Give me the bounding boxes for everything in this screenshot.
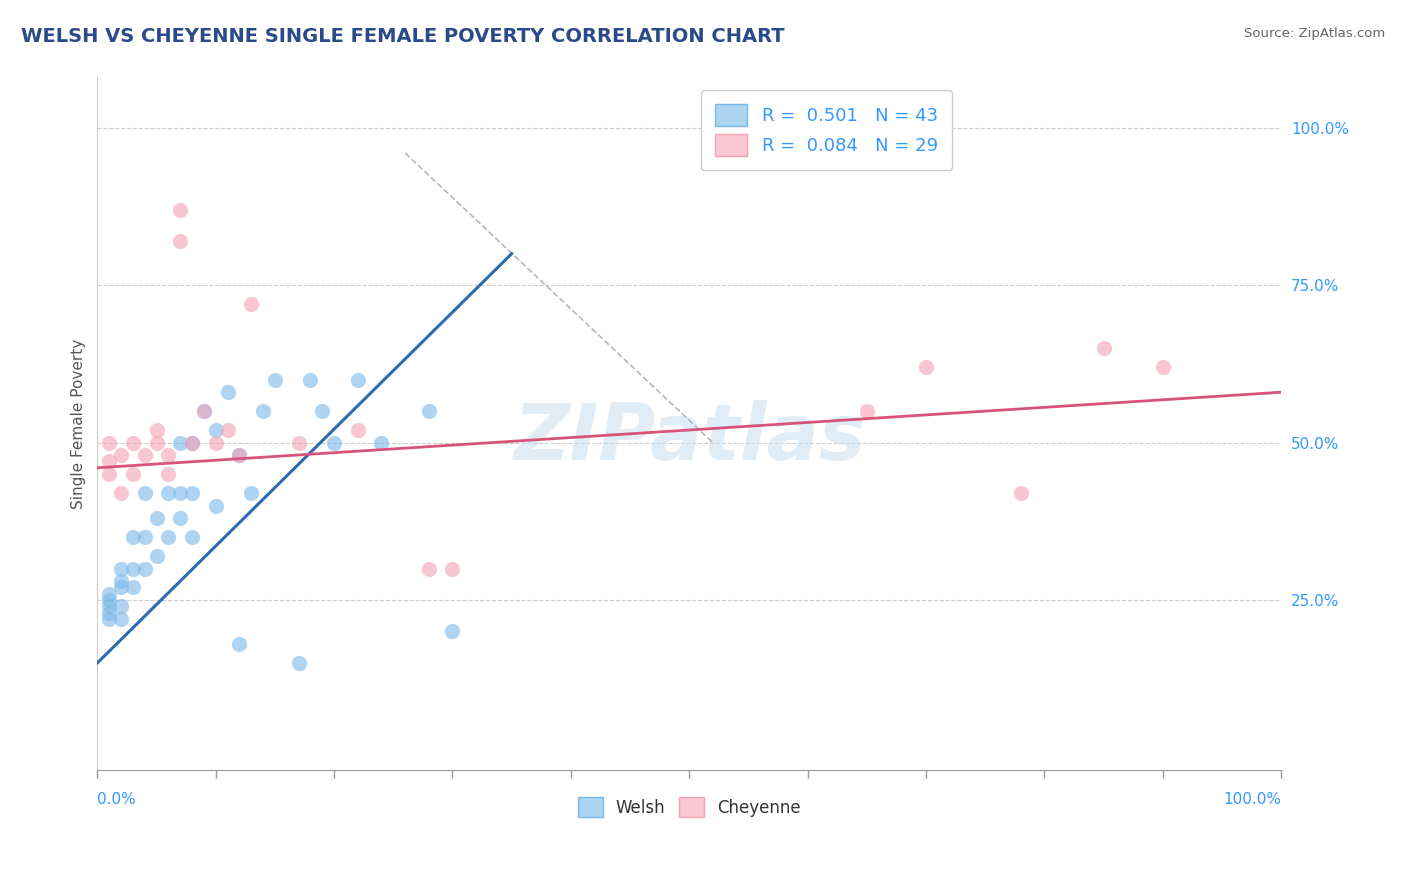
Point xyxy=(121,561,143,575)
Point xyxy=(418,404,440,418)
Point xyxy=(134,561,156,575)
Point xyxy=(1152,359,1174,374)
Legend: Welsh, Cheyenne: Welsh, Cheyenne xyxy=(571,790,807,824)
Point xyxy=(346,373,368,387)
Point xyxy=(98,467,121,481)
Point xyxy=(264,373,287,387)
Point xyxy=(157,530,180,544)
Point xyxy=(181,435,204,450)
Point xyxy=(287,435,309,450)
Text: ZIPatlas: ZIPatlas xyxy=(513,400,865,475)
Point xyxy=(169,486,191,500)
Point xyxy=(110,561,132,575)
Point xyxy=(193,404,215,418)
Text: 0.0%: 0.0% xyxy=(97,792,136,807)
Point xyxy=(1092,341,1115,355)
Point xyxy=(134,448,156,462)
Text: WELSH VS CHEYENNE SINGLE FEMALE POVERTY CORRELATION CHART: WELSH VS CHEYENNE SINGLE FEMALE POVERTY … xyxy=(21,27,785,45)
Point xyxy=(169,234,191,248)
Point xyxy=(370,435,392,450)
Point xyxy=(228,637,250,651)
Point xyxy=(193,404,215,418)
Point xyxy=(240,297,263,311)
Point xyxy=(110,486,132,500)
Point xyxy=(181,435,204,450)
Point xyxy=(98,612,121,626)
Point xyxy=(157,448,180,462)
Point xyxy=(134,486,156,500)
Point xyxy=(98,435,121,450)
Point xyxy=(110,581,132,595)
Point xyxy=(110,448,132,462)
Text: Source: ZipAtlas.com: Source: ZipAtlas.com xyxy=(1244,27,1385,40)
Point xyxy=(228,448,250,462)
Point xyxy=(323,435,346,450)
Point xyxy=(204,435,226,450)
Point xyxy=(311,404,333,418)
Point xyxy=(204,423,226,437)
Point xyxy=(299,373,322,387)
Point xyxy=(98,593,121,607)
Point xyxy=(181,486,204,500)
Point xyxy=(145,423,167,437)
Point xyxy=(915,359,938,374)
Point xyxy=(204,499,226,513)
Point xyxy=(121,467,143,481)
Point xyxy=(169,511,191,525)
Point xyxy=(169,435,191,450)
Point xyxy=(217,423,239,437)
Point xyxy=(98,587,121,601)
Text: 100.0%: 100.0% xyxy=(1223,792,1281,807)
Point xyxy=(110,612,132,626)
Point xyxy=(110,599,132,614)
Point xyxy=(121,530,143,544)
Point xyxy=(98,606,121,620)
Point xyxy=(134,530,156,544)
Point xyxy=(346,423,368,437)
Point xyxy=(110,574,132,588)
Point xyxy=(252,404,274,418)
Point xyxy=(1010,486,1032,500)
Point xyxy=(287,656,309,670)
Point xyxy=(145,511,167,525)
Point xyxy=(855,404,877,418)
Point xyxy=(418,561,440,575)
Point xyxy=(441,624,464,639)
Point xyxy=(181,530,204,544)
Point xyxy=(157,467,180,481)
Point xyxy=(121,581,143,595)
Point xyxy=(169,202,191,217)
Point xyxy=(217,385,239,400)
Point xyxy=(145,549,167,563)
Point xyxy=(121,435,143,450)
Point xyxy=(240,486,263,500)
Point xyxy=(145,435,167,450)
Y-axis label: Single Female Poverty: Single Female Poverty xyxy=(72,339,86,508)
Point xyxy=(98,454,121,468)
Point xyxy=(98,599,121,614)
Point xyxy=(157,486,180,500)
Point xyxy=(228,448,250,462)
Point xyxy=(441,561,464,575)
